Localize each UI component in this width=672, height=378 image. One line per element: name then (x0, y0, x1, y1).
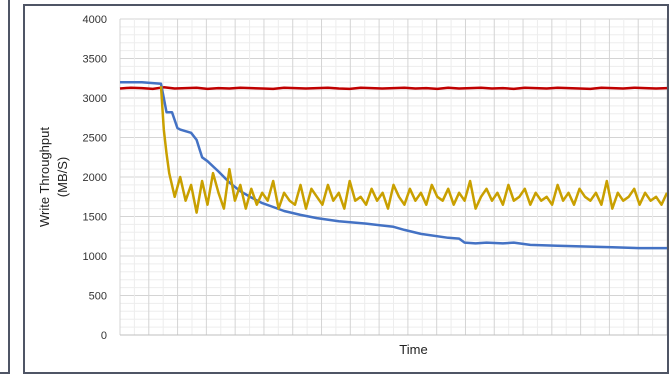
x-axis-label: Time (399, 342, 427, 357)
chart-panel: 0 500 1000 1500 2000 2500 3000 3500 4000 Write T… (23, 4, 669, 374)
y-axis-tick-labels: 0 500 1000 1500 2000 2500 3000 3500 4000 (83, 14, 107, 342)
y-tick-label: 1000 (83, 251, 107, 263)
series-line-1 (119, 86, 668, 91)
series-line-2 (120, 80, 667, 250)
y-tick-label: 2500 (83, 133, 107, 145)
y-axis-label-unit: (MB/S) (55, 157, 70, 197)
series-lines (119, 80, 669, 250)
adjacent-panel-border (0, 0, 10, 374)
y-tick-label: 0 (101, 330, 107, 342)
grid (119, 18, 668, 336)
y-tick-label: 1500 (83, 212, 107, 224)
y-tick-label: 500 (89, 291, 107, 303)
y-tick-label: 4000 (83, 14, 107, 26)
y-tick-label: 3500 (83, 54, 107, 66)
y-axis-label: Write Throughput (37, 127, 52, 227)
throughput-line-chart: 0 500 1000 1500 2000 2500 3000 3500 4000 Write T… (37, 14, 669, 357)
y-tick-label: 2000 (83, 172, 107, 184)
y-tick-label: 3000 (83, 93, 107, 105)
series-line-3 (159, 86, 669, 214)
